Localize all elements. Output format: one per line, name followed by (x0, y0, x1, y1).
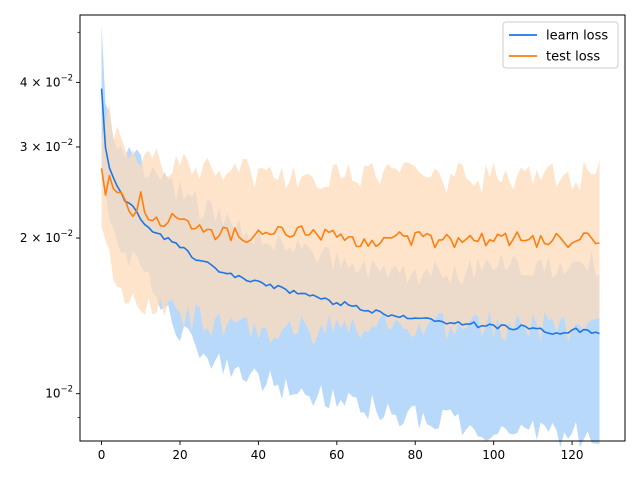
x-tick-label: 40 (251, 448, 266, 462)
y-tick-label: 4 × 10−2 (20, 73, 73, 89)
legend: learn loss test loss (502, 21, 619, 69)
x-tick-label: 80 (408, 448, 423, 462)
line-test-loss (100, 168, 600, 249)
line-learn-loss (100, 88, 600, 336)
legend-label: test loss (546, 50, 600, 65)
legend-label: learn loss (546, 29, 608, 44)
plot-frame (79, 14, 626, 442)
y-tick-label: 10−2 (45, 385, 73, 401)
band-test-loss (101, 103, 600, 346)
x-tick-label: 120 (561, 448, 584, 462)
y-axis: 10−2 2 × 10−2 3 × 10−2 4 × 10−2 (20, 31, 80, 418)
x-tick-label: 100 (482, 448, 505, 462)
band-learn-loss (101, 23, 600, 448)
confidence-bands (101, 23, 600, 448)
x-tick-label: 0 (98, 448, 106, 462)
x-tick-label: 60 (329, 448, 344, 462)
x-tick-label: 20 (172, 448, 187, 462)
y-tick-label: 2 × 10−2 (20, 229, 73, 245)
series-lines (100, 88, 600, 336)
y-tick-label: 3 × 10−2 (20, 138, 73, 154)
x-axis: 0 20 40 60 80 100 120 (98, 441, 584, 462)
